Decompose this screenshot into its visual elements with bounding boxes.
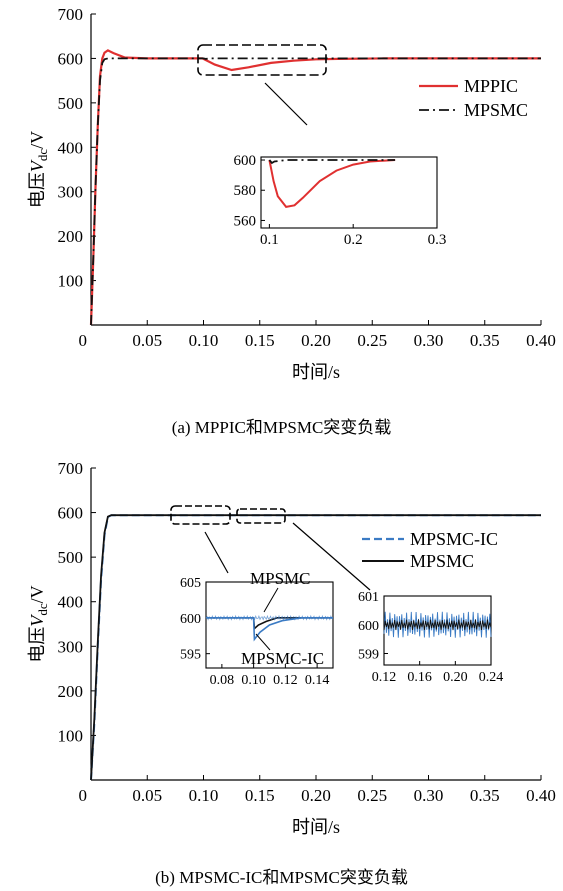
series-line-mpsmc: [90, 57, 541, 326]
y-label-var: V: [27, 159, 47, 172]
zoom-box-b-left: [170, 505, 231, 525]
legend-label-mpsmc: MPSMC: [464, 100, 528, 120]
legend-a: MPPIC MPSMC: [419, 76, 528, 120]
x-tick-label: 0.25: [357, 786, 387, 805]
x-tick-label: 0.35: [470, 331, 500, 350]
inset-right-line-mpsmc-ic: [383, 611, 492, 638]
y-tick-label: 300: [58, 637, 84, 656]
annotation-arrow-mpsmc-ic: [255, 633, 271, 651]
y-tick-label: 400: [58, 138, 84, 157]
zoom-connector-b-right: [292, 522, 371, 591]
x-tick-label: 0.15: [245, 331, 275, 350]
inset-y-tick-label: 605: [180, 576, 201, 591]
y-tick-label: 200: [58, 227, 84, 246]
inset-x-tick-label: 0.20: [443, 670, 468, 685]
inset-line-mpsmc: [268, 159, 396, 165]
y-label-main: 电压: [27, 172, 47, 208]
x-tick-label: 0.30: [414, 331, 444, 350]
inset-left-ripple: [205, 614, 334, 621]
y-tick-label: 100: [58, 272, 84, 291]
inset-y-tick-label: 600: [234, 153, 257, 169]
zoom-box-b-right: [236, 508, 286, 524]
y-tick-label: 500: [58, 548, 84, 567]
caption-a: (a) MPPIC和MPSMC突变负载: [171, 418, 392, 437]
x-tick-label: 0.05: [132, 331, 162, 350]
x-tick-label: 0.40: [526, 331, 556, 350]
y-tick-label: 400: [58, 593, 84, 612]
inset-frame-b-right: [383, 595, 492, 666]
zoom-box-a: [197, 44, 327, 76]
inset-x-tick-label: 0.10: [241, 673, 266, 688]
inset-y-tick-label: 601: [358, 590, 379, 605]
legend-label-mpsmc-ic: MPSMC-IC: [410, 529, 498, 549]
inset-y-tick-label: 580: [234, 183, 257, 199]
inset-line-mppic: [268, 159, 396, 208]
x-tick-label: 0.30: [414, 786, 444, 805]
y-label-main: 电压: [27, 627, 47, 663]
inset-x-tick-label: 0.24: [479, 670, 504, 685]
legend-label-mpsmc: MPSMC: [410, 551, 474, 571]
caption-b: (b) MPSMC-IC和MPSMC突变负载: [155, 868, 408, 887]
y-tick-label: 600: [58, 49, 84, 68]
annotation-mpsmc: MPSMC: [250, 569, 310, 588]
inset-y-tick-label: 600: [180, 612, 201, 627]
x-tick-label: 0.35: [470, 786, 500, 805]
chart-b: 0 0.05 0.10 0.15 0.20 0.25 0.30 0.35 0.40 100 200 3…: [27, 459, 556, 837]
inset-x-tick-label: 0.12: [372, 670, 397, 685]
inset-x-tick-label: 0.14: [305, 673, 330, 688]
x-tick-label: 0.10: [189, 786, 219, 805]
x-axis-label: 时间/s: [292, 362, 340, 382]
y-label-sub: dc: [35, 603, 50, 616]
y-label-unit: /V: [27, 131, 47, 149]
inset-x-tick-label: 0.08: [210, 673, 235, 688]
y-tick-label: 200: [58, 682, 84, 701]
legend-label-mppic: MPPIC: [464, 76, 518, 96]
inset-x-tick-label: 0.1: [260, 232, 279, 248]
x-tick-label: 0.20: [301, 331, 331, 350]
inset-x-tick-label: 0.2: [344, 232, 363, 248]
inset-frame-a: [260, 156, 438, 229]
inset-right-line-mpsmc: [383, 619, 492, 630]
y-tick-label: 700: [58, 459, 84, 478]
chart-a: 0 0.05 0.10 0.15 0.20 0.25 0.30 0.35 0.40 100 200 3…: [27, 5, 556, 382]
y-tick-label: 600: [58, 504, 84, 523]
x-tick-label: 0.40: [526, 786, 556, 805]
x-tick-label: 0.25: [357, 331, 387, 350]
annotation-arrow-mpsmc: [263, 587, 279, 613]
zoom-connector-b-left: [204, 531, 229, 574]
y-tick-label: 300: [58, 183, 84, 202]
x-tick-label: 0.20: [301, 786, 331, 805]
y-label-var: V: [27, 614, 47, 627]
inset-x-tick-label: 0.12: [273, 673, 298, 688]
x-tick-label: 0.05: [132, 786, 162, 805]
y-tick-label: 700: [58, 5, 84, 24]
y-label-unit: /V: [27, 585, 47, 603]
y-axis-label: 电压Vdc/V: [27, 131, 50, 208]
inset-x-tick-label: 0.3: [428, 232, 447, 248]
y-tick-label: 500: [58, 94, 84, 113]
x-tick-label: 0: [79, 786, 88, 805]
inset-x-tick-label: 0.16: [407, 670, 432, 685]
inset-y-tick-label: 560: [234, 213, 257, 229]
x-tick-label: 0.10: [189, 331, 219, 350]
inset-y-tick-label: 600: [358, 619, 379, 634]
zoom-connector-a: [264, 82, 308, 126]
inset-y-tick-label: 595: [180, 648, 201, 663]
series-line-mpsmc: [90, 514, 541, 781]
x-tick-label: 0: [79, 331, 88, 350]
inset-y-tick-label: 599: [358, 648, 379, 663]
x-axis-label: 时间/s: [292, 817, 340, 837]
y-label-sub: dc: [35, 149, 50, 162]
y-tick-label: 100: [58, 726, 84, 745]
y-axis-label: 电压Vdc/V: [27, 585, 50, 662]
annotation-mpsmc-ic: MPSMC-IC: [241, 649, 324, 668]
x-tick-label: 0.15: [245, 786, 275, 805]
